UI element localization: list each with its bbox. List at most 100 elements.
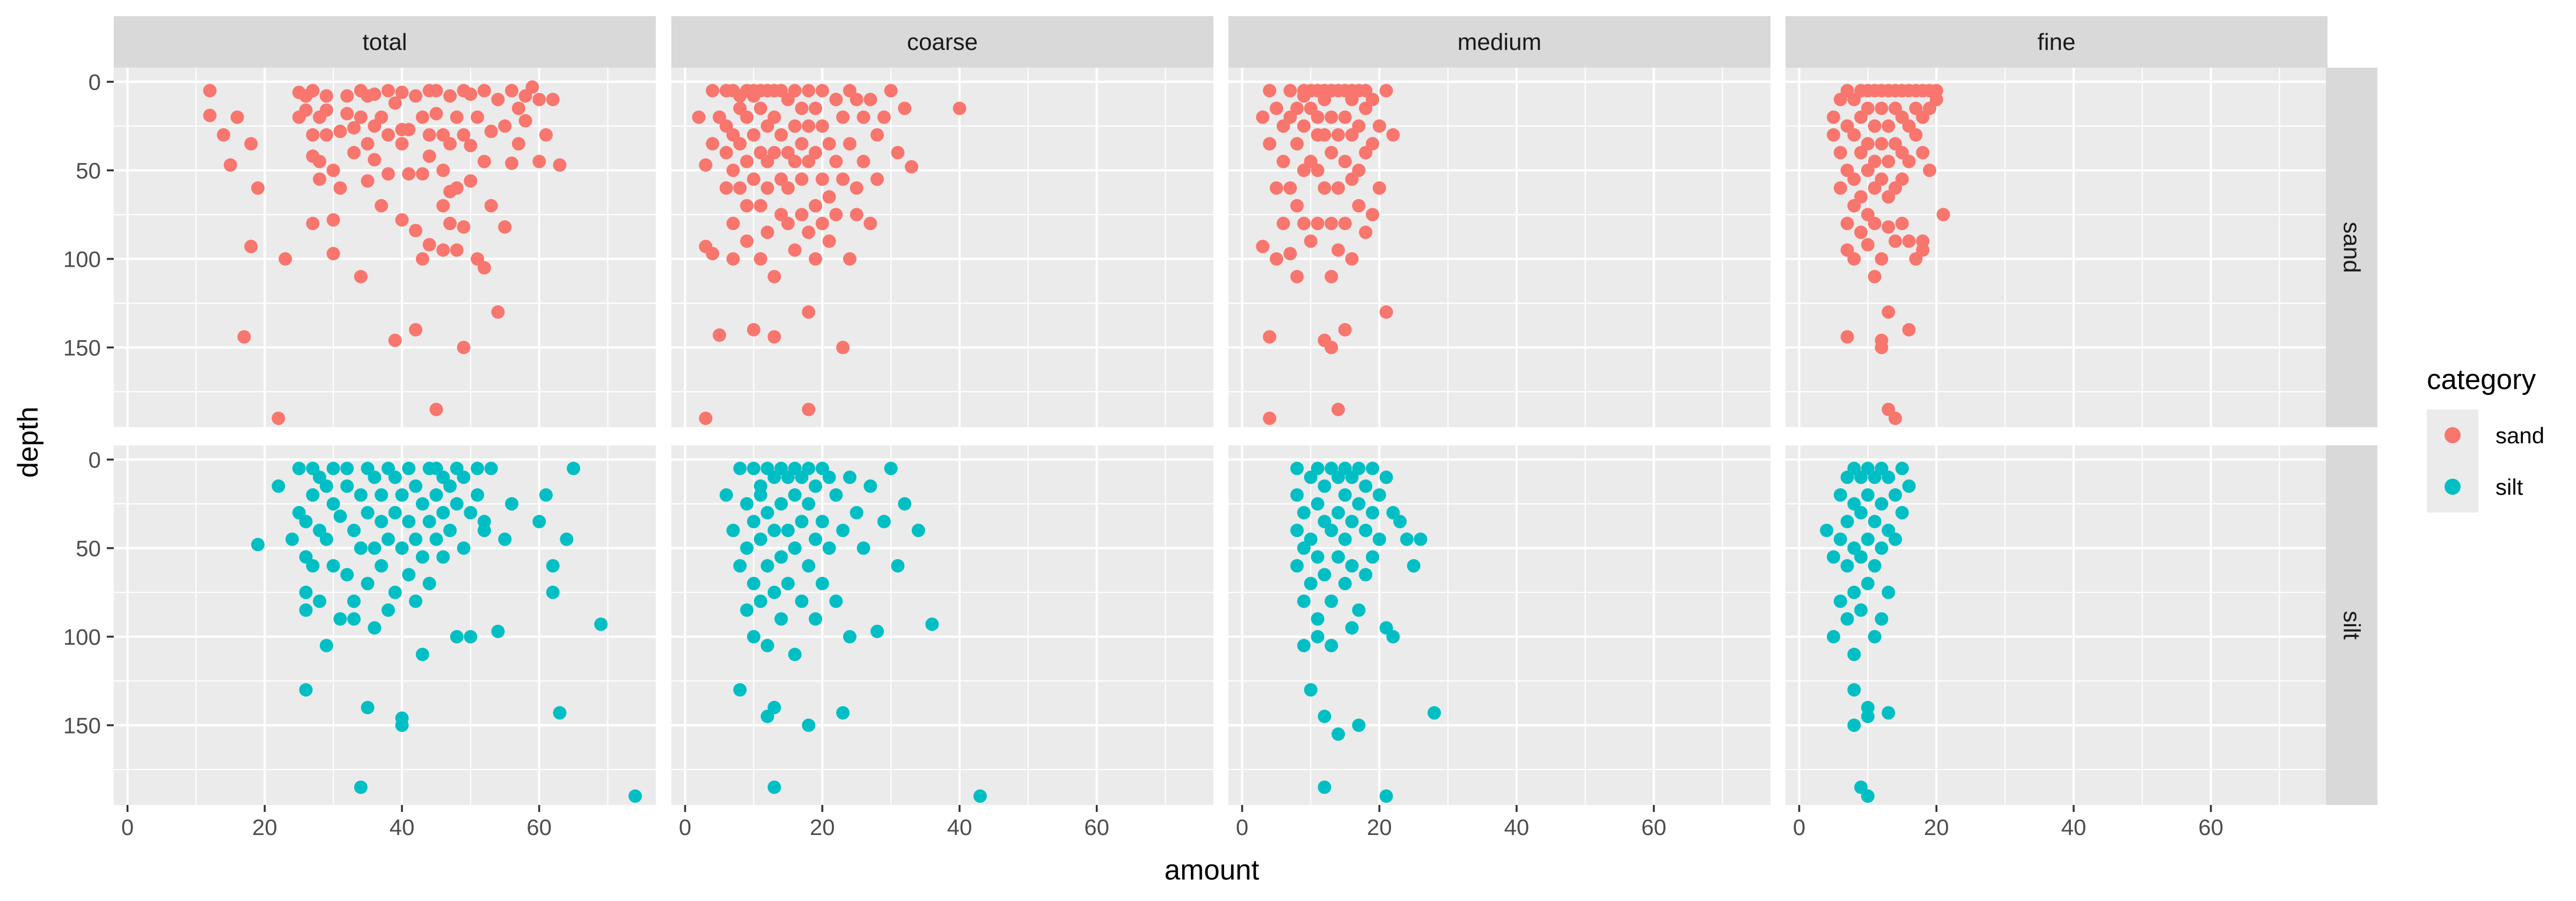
data-point-silt-total	[299, 683, 313, 697]
data-point-sand-total	[409, 323, 422, 336]
data-point-silt-fine	[1847, 719, 1861, 732]
data-point-sand-total	[518, 114, 532, 128]
data-point-silt-medium	[1345, 515, 1359, 529]
data-point-silt-total	[381, 532, 395, 546]
data-point-silt-total	[436, 506, 450, 519]
data-point-sand-total	[279, 252, 292, 266]
data-point-silt-fine	[1854, 603, 1868, 617]
data-point-silt-medium	[1324, 639, 1338, 653]
data-point-silt-total	[471, 488, 485, 502]
data-point-silt-coarse	[747, 576, 760, 590]
data-point-silt-coarse	[774, 612, 788, 626]
data-point-silt-total	[429, 488, 443, 502]
data-point-sand-total	[217, 128, 231, 142]
data-point-silt-total	[553, 706, 567, 720]
data-point-sand-coarse	[740, 110, 754, 124]
data-point-silt-total	[388, 506, 402, 519]
data-point-sand-medium	[1283, 181, 1297, 195]
strip-label-fine: fine	[2038, 29, 2076, 55]
data-point-sand-coarse	[767, 270, 781, 283]
data-point-sand-fine	[1833, 145, 1847, 159]
data-point-sand-total	[532, 92, 546, 106]
data-point-silt-medium	[1338, 488, 1352, 502]
data-point-sand-total	[347, 145, 361, 159]
data-point-silt-fine	[1882, 470, 1896, 484]
data-point-silt-total	[388, 470, 402, 484]
data-point-sand-medium	[1283, 247, 1297, 261]
data-point-silt-medium	[1345, 621, 1359, 635]
data-point-silt-total	[422, 515, 436, 529]
data-point-silt-medium	[1379, 789, 1393, 803]
data-point-silt-total	[375, 488, 389, 502]
data-point-sand-total	[319, 103, 333, 117]
data-point-sand-fine	[1840, 216, 1854, 230]
data-point-silt-medium	[1290, 488, 1304, 502]
data-point-sand-coarse	[843, 137, 857, 151]
x-tick-label: 40	[1504, 815, 1529, 840]
data-point-silt-medium	[1311, 612, 1324, 626]
data-point-sand-total	[415, 252, 429, 266]
data-point-sand-total	[395, 85, 409, 99]
data-point-sand-coarse	[802, 84, 816, 98]
data-point-sand-coarse	[733, 137, 747, 151]
data-point-silt-medium	[1311, 550, 1324, 564]
data-point-sand-coarse	[843, 252, 857, 266]
data-point-sand-fine	[1882, 305, 1896, 319]
data-point-silt-coarse	[788, 488, 802, 502]
data-point-silt-total	[368, 621, 382, 635]
x-tick-label: 60	[1641, 815, 1666, 840]
data-point-sand-fine	[1861, 137, 1875, 151]
data-point-sand-coarse	[795, 101, 809, 115]
data-point-silt-total	[361, 576, 375, 590]
data-point-silt-coarse	[767, 585, 781, 599]
data-point-sand-medium	[1379, 305, 1393, 319]
data-point-sand-total	[450, 181, 464, 195]
data-point-sand-coarse	[829, 92, 843, 106]
data-point-sand-coarse	[836, 110, 850, 124]
data-point-silt-total	[347, 612, 361, 626]
data-point-sand-fine	[1861, 238, 1875, 252]
data-point-sand-fine	[1882, 119, 1896, 133]
data-point-sand-total	[306, 128, 320, 142]
data-point-sand-coarse	[815, 172, 829, 186]
data-point-silt-total	[347, 594, 361, 608]
data-point-sand-medium	[1318, 181, 1331, 195]
x-tick-label: 60	[1084, 815, 1109, 840]
data-point-sand-fine	[1868, 270, 1882, 283]
data-point-silt-total	[443, 479, 457, 493]
data-point-silt-total	[450, 630, 464, 643]
data-point-sand-medium	[1283, 84, 1297, 98]
data-point-silt-medium	[1311, 630, 1324, 643]
data-point-sand-total	[422, 128, 436, 142]
data-point-sand-total	[511, 101, 525, 115]
y-tick-label: 50	[76, 536, 101, 561]
data-point-silt-total	[381, 603, 395, 617]
data-point-sand-medium	[1290, 137, 1304, 151]
y-tick-label: 0	[89, 69, 101, 94]
data-point-sand-coarse	[747, 323, 760, 336]
data-point-silt-coarse	[760, 506, 774, 519]
data-point-silt-coarse	[829, 488, 843, 502]
data-point-silt-coarse	[898, 497, 912, 511]
data-point-sand-total	[505, 156, 518, 170]
data-point-silt-fine	[1889, 532, 1902, 546]
data-point-silt-total	[375, 515, 389, 529]
data-point-silt-coarse	[877, 515, 891, 529]
data-point-silt-coarse	[740, 497, 754, 511]
data-point-sand-coarse	[740, 155, 754, 169]
data-point-sand-medium	[1270, 252, 1283, 266]
data-point-silt-coarse	[753, 488, 767, 502]
strip-fine	[1785, 16, 2328, 68]
data-point-sand-coarse	[877, 110, 891, 124]
data-point-sand-coarse	[733, 181, 747, 195]
data-point-sand-fine	[1868, 119, 1882, 133]
data-point-silt-medium	[1331, 506, 1345, 519]
data-point-sand-coarse	[740, 234, 754, 248]
data-point-silt-total	[484, 462, 498, 475]
data-point-sand-total	[381, 167, 395, 181]
data-point-sand-total	[244, 239, 258, 253]
data-point-sand-medium	[1318, 128, 1331, 142]
data-point-sand-coarse	[857, 155, 870, 169]
data-point-sand-total	[464, 87, 478, 101]
data-point-silt-total	[347, 523, 361, 537]
